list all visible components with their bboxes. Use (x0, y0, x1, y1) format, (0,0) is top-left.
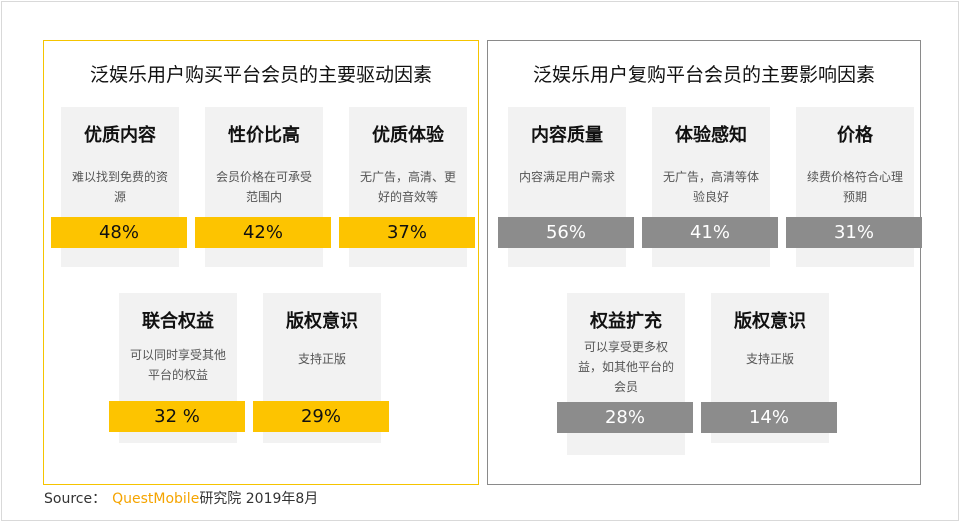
card-title: 权益扩充 (590, 311, 662, 332)
card-title: 体验感知 (675, 125, 747, 146)
source-label: Source： (44, 491, 107, 507)
card-percent-bar: 37% (339, 217, 475, 248)
card-percent-bar: 14% (701, 402, 837, 433)
right-panel-title: 泛娱乐用户复购平台会员的主要影响因素 (532, 64, 875, 86)
card-description: 支持正版 (297, 352, 346, 366)
card-description: 难以找到免费的资源 (71, 170, 168, 204)
card-percent-bar: 31% (786, 217, 922, 248)
card-description: 会员价格在可承受范围内 (215, 170, 312, 204)
card-description: 可以同时享受其他平台的权益 (129, 348, 226, 382)
left-panel: 泛娱乐用户购买平台会员的主要驱动因素 优质内容 难以找到免费的资源 48% 性价… (43, 40, 479, 485)
card-title: 版权意识 (734, 311, 806, 332)
source-line: Source： QuestMobile研究院 2019年8月 (44, 488, 318, 508)
card-percent-bar: 29% (253, 401, 389, 432)
card-title: 版权意识 (286, 311, 358, 332)
card-title: 内容质量 (531, 125, 603, 146)
card-title: 优质内容 (84, 125, 156, 146)
card-description: 无广告，高清等体验良好 (662, 170, 759, 204)
card-title: 性价比高 (228, 125, 300, 146)
source-suffix: 研究院 2019年8月 (199, 491, 319, 507)
card-title: 优质体验 (372, 125, 444, 146)
card-title: 联合权益 (142, 311, 214, 332)
card-percent-bar: 28% (557, 402, 693, 433)
card-percent-bar: 42% (195, 217, 331, 248)
source-brand: QuestMobile (112, 491, 200, 507)
card-percent-bar: 48% (51, 217, 187, 248)
card-percent-bar: 32 % (109, 401, 245, 432)
card-description: 可以享受更多权益，如其他平台的会员 (577, 340, 674, 394)
card-title: 价格 (837, 125, 873, 146)
card-percent-bar: 56% (498, 217, 634, 248)
left-panel-title: 泛娱乐用户购买平台会员的主要驱动因素 (89, 64, 432, 86)
card-description: 支持正版 (745, 352, 794, 366)
right-panel: 泛娱乐用户复购平台会员的主要影响因素 内容质量 内容满足用户需求 56% 体验感… (487, 40, 922, 485)
card-description: 续费价格符合心理预期 (806, 170, 903, 204)
card-percent-bar: 41% (642, 217, 778, 248)
card-description: 内容满足用户需求 (518, 170, 615, 184)
card-description: 无广告，高清、更好的音效等 (359, 170, 456, 204)
